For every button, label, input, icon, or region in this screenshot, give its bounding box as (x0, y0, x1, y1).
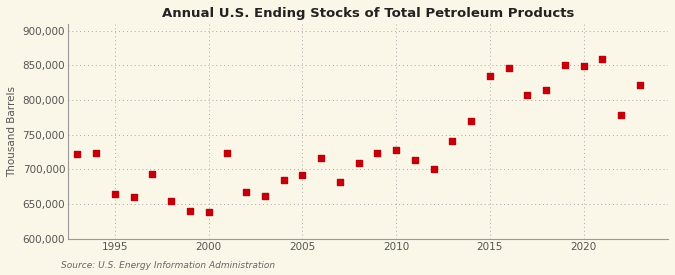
Point (634, 83, 645, 87)
Point (203, 210, 214, 214)
Point (428, 167, 439, 172)
Text: Source: U.S. Energy Information Administration: Source: U.S. Energy Information Administ… (61, 260, 275, 270)
Point (184, 209, 195, 213)
Point (241, 189, 252, 194)
Point (372, 151, 383, 155)
Point (316, 155, 327, 160)
Point (72, 152, 82, 156)
Point (109, 192, 120, 197)
Point (541, 87, 551, 92)
Point (522, 92, 533, 97)
Point (410, 158, 421, 162)
Point (128, 195, 139, 199)
Point (222, 151, 233, 155)
Point (597, 56, 608, 61)
Point (147, 172, 158, 177)
Point (578, 64, 589, 68)
Point (391, 148, 402, 152)
Point (504, 65, 514, 70)
Point (616, 113, 626, 118)
Point (353, 160, 364, 165)
Y-axis label: Thousand Barrels: Thousand Barrels (7, 86, 17, 177)
Point (297, 173, 308, 177)
Point (334, 180, 345, 184)
Point (485, 74, 495, 78)
Point (278, 178, 289, 182)
Point (90, 151, 101, 155)
Title: Annual U.S. Ending Stocks of Total Petroleum Products: Annual U.S. Ending Stocks of Total Petro… (162, 7, 574, 20)
Point (560, 63, 570, 68)
Point (259, 194, 270, 199)
Point (447, 139, 458, 143)
Point (165, 199, 176, 203)
Point (466, 119, 477, 123)
